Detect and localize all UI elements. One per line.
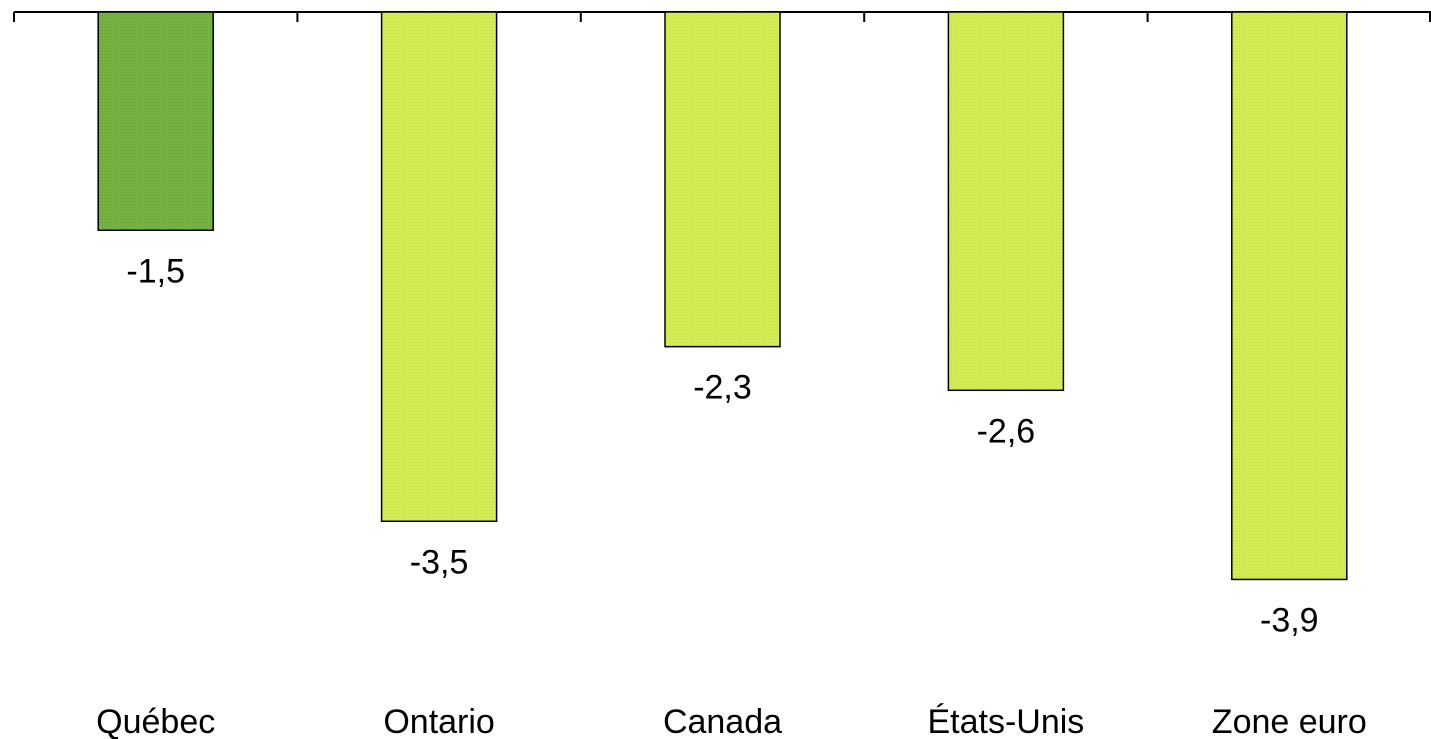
category-label: Canada: [663, 703, 782, 739]
bar--tats-unis: [947, 11, 1065, 392]
bar-zone-euro: [1231, 11, 1348, 581]
value-labels: -1,5 -3,5 -2,3 -2,6 -3,9: [126, 252, 1318, 639]
bar-value-label: -2,6: [977, 412, 1036, 450]
bar-value-label: -1,5: [126, 252, 185, 290]
bar-value-label: -3,9: [1260, 601, 1319, 639]
category-labels: Québec Ontario Canada États-Unis Zone euro: [96, 703, 1367, 739]
bar-value-label: -2,3: [693, 369, 752, 407]
category-label: Zone euro: [1212, 703, 1367, 739]
bar-ontario: [380, 11, 498, 522]
bar-value-label: -3,5: [410, 543, 469, 581]
bar-canada: [664, 11, 781, 348]
bar-qu-bec: [97, 11, 214, 231]
category-label: Ontario: [383, 703, 495, 739]
bars: [97, 11, 1348, 581]
category-label: États-Unis: [927, 703, 1084, 739]
category-label: Québec: [96, 703, 215, 739]
